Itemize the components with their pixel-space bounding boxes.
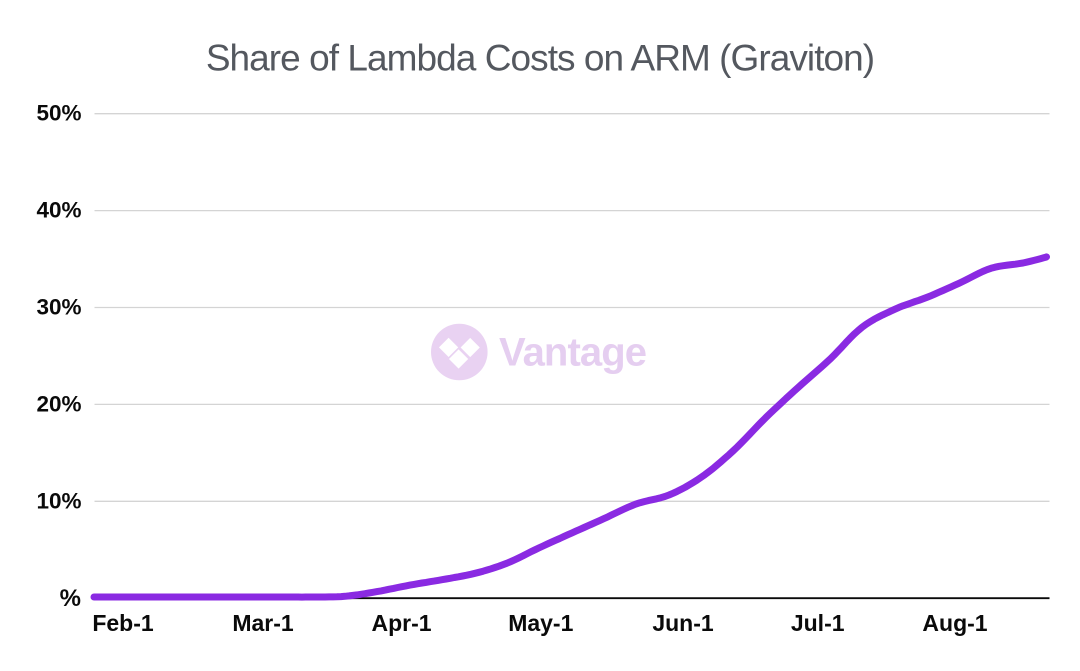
svg-text:40%: 40% xyxy=(36,198,81,223)
svg-text:10%: 10% xyxy=(36,488,81,513)
svg-text:Jul-1: Jul-1 xyxy=(791,610,845,636)
svg-text:50%: 50% xyxy=(36,101,81,126)
svg-text:Jun-1: Jun-1 xyxy=(652,610,714,636)
svg-text:Mar-1: Mar-1 xyxy=(232,610,294,636)
svg-text:Feb-1: Feb-1 xyxy=(92,610,154,636)
svg-text:30%: 30% xyxy=(36,295,81,320)
svg-text:Share of Lambda Costs on ARM (: Share of Lambda Costs on ARM (Graviton) xyxy=(206,38,874,79)
svg-text:Vantage: Vantage xyxy=(499,331,646,375)
svg-text:%: % xyxy=(60,585,81,612)
svg-text:20%: 20% xyxy=(36,391,81,416)
svg-text:May-1: May-1 xyxy=(508,610,573,636)
svg-text:Aug-1: Aug-1 xyxy=(922,610,987,636)
svg-text:Apr-1: Apr-1 xyxy=(371,610,431,636)
